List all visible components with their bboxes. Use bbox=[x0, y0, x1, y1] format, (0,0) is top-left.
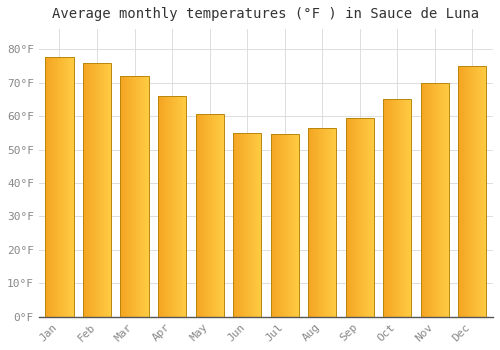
Bar bbox=[383, 99, 412, 317]
Bar bbox=[270, 134, 299, 317]
Bar bbox=[233, 133, 261, 317]
Bar bbox=[196, 114, 224, 317]
Title: Average monthly temperatures (°F ) in Sauce de Luna: Average monthly temperatures (°F ) in Sa… bbox=[52, 7, 480, 21]
Bar bbox=[83, 63, 111, 317]
Bar bbox=[158, 96, 186, 317]
Bar bbox=[346, 118, 374, 317]
Bar bbox=[308, 128, 336, 317]
Bar bbox=[120, 76, 148, 317]
Bar bbox=[46, 57, 74, 317]
Bar bbox=[458, 66, 486, 317]
Bar bbox=[421, 83, 449, 317]
